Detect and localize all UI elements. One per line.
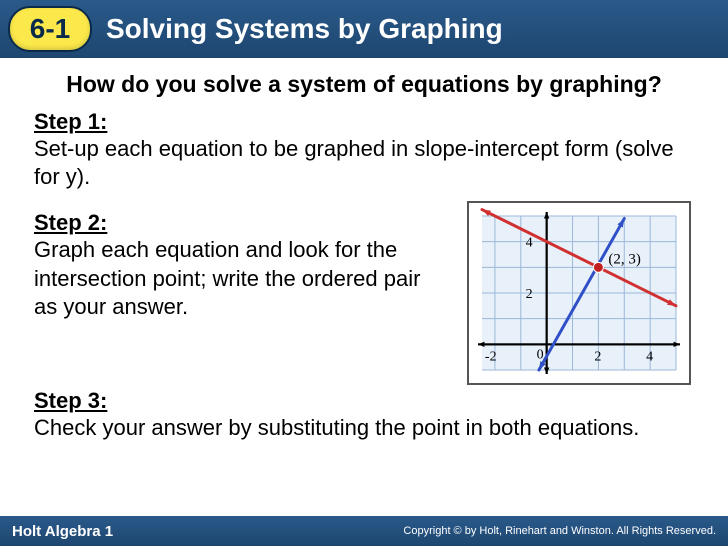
svg-text:4: 4 <box>526 236 533 251</box>
footer-bar: Holt Algebra 1 Copyright © by Holt, Rine… <box>0 516 728 546</box>
svg-text:2: 2 <box>526 287 533 302</box>
step-text: Check your answer by substituting the po… <box>34 415 639 440</box>
footer-copyright: Copyright © by Holt, Rinehart and Winsto… <box>403 525 716 537</box>
svg-text:(2, 3): (2, 3) <box>608 251 641 267</box>
step-label: Step 1: <box>34 109 694 135</box>
lesson-number: 6-1 <box>30 13 70 45</box>
step-2: Step 2: Graph each equation and look for… <box>34 210 446 322</box>
header-title: Solving Systems by Graphing <box>106 13 503 45</box>
svg-text:4: 4 <box>646 349 653 364</box>
lesson-badge: 6-1 <box>8 6 92 52</box>
slide-content: How do you solve a system of equations b… <box>0 58 728 443</box>
svg-text:2: 2 <box>594 349 601 364</box>
step-3: Step 3: Check your answer by substitutin… <box>34 388 694 443</box>
svg-text:0: 0 <box>537 347 544 362</box>
main-question: How do you solve a system of equations b… <box>34 70 694 99</box>
step-1: Step 1: Set-up each equation to be graph… <box>34 109 694 192</box>
svg-text:-2: -2 <box>485 349 497 364</box>
step-text: Set-up each equation to be graphed in sl… <box>34 136 674 190</box>
header-bar: 6-1 Solving Systems by Graphing <box>0 0 728 58</box>
footer-book-title: Holt Algebra 1 <box>12 523 113 540</box>
step-text: Graph each equation and look for the int… <box>34 237 420 319</box>
step-label: Step 3: <box>34 388 694 414</box>
step-label: Step 2: <box>34 210 446 236</box>
intersection-graph: -2 0 2 4 2 4 (2, 3) <box>464 198 694 388</box>
